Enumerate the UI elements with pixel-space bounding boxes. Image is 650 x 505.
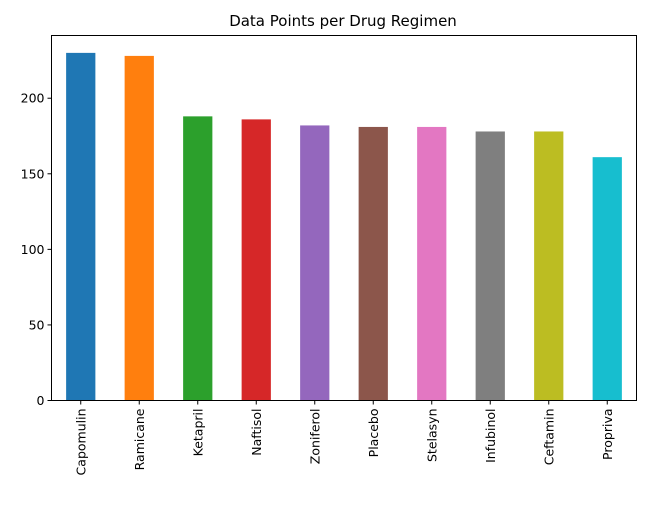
x-tick-label: Ketapril <box>190 409 205 457</box>
bar-naftisol <box>241 119 271 401</box>
y-tick-label: 200 <box>21 91 45 106</box>
chart-title: Data Points per Drug Regimen <box>229 12 457 30</box>
y-tick-label: 0 <box>37 393 45 408</box>
x-tick-label: Ramicane <box>132 408 147 470</box>
bar-infubinol <box>475 131 505 401</box>
x-tick-label: Ceftamin <box>541 409 556 466</box>
x-tick-label: Stelasyn <box>424 409 439 463</box>
y-tick-label: 100 <box>21 242 45 257</box>
x-tick-label: Placebo <box>366 409 381 458</box>
bar-stelasyn <box>417 126 447 401</box>
x-tick-label: Naftisol <box>249 409 264 456</box>
bar-ramicane <box>124 55 154 401</box>
y-axis: 0 50 100 150 200 <box>21 91 52 408</box>
x-tick-label: Capomulin <box>73 409 88 476</box>
bar-placebo <box>358 126 388 401</box>
bar-zoniferol <box>300 125 330 401</box>
bar-propriva <box>592 157 622 401</box>
y-tick-label: 50 <box>29 317 45 332</box>
x-axis: Capomulin Ramicane Ketapril Naftisol Zonifer… <box>73 400 615 476</box>
bar-ceftamin <box>534 131 564 401</box>
bar-ketapril <box>183 116 213 401</box>
x-tick-label: Propriva <box>600 409 615 460</box>
bar-capomulin <box>66 52 96 401</box>
y-tick-label: 150 <box>21 166 45 181</box>
bars-group <box>66 52 622 401</box>
plot-frame <box>51 35 637 401</box>
x-tick-label: Zoniferol <box>307 409 322 465</box>
x-tick-label: Infubinol <box>483 409 498 463</box>
